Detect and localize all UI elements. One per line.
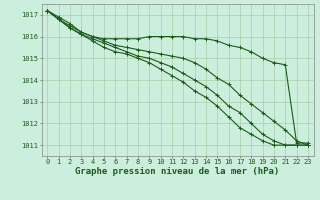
X-axis label: Graphe pression niveau de la mer (hPa): Graphe pression niveau de la mer (hPa): [76, 167, 280, 176]
